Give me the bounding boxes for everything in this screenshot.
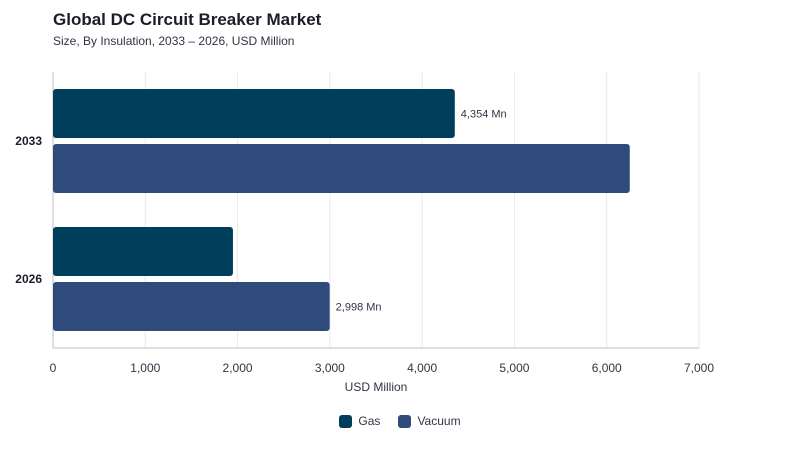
x-tick-label: 3,000 xyxy=(315,361,345,375)
legend-label-vacuum: Vacuum xyxy=(417,414,461,428)
y-tick-label: 2026 xyxy=(15,272,42,286)
bar-vacuum-2026 xyxy=(53,282,330,331)
bar-vacuum-2033 xyxy=(53,144,630,193)
legend-swatch-gas xyxy=(339,414,353,428)
legend-swatch-vacuum xyxy=(398,414,412,428)
chart-title: Global DC Circuit Breaker Market xyxy=(53,10,322,29)
legend-label-gas: Gas xyxy=(358,414,381,428)
chart-subtitle: Size, By Insulation, 2033 – 2026, USD Mi… xyxy=(53,34,295,48)
legend-item-gas[interactable]: Gas xyxy=(339,414,380,428)
data-label: 4,354 Mn xyxy=(461,109,507,121)
x-axis-title: USD Million xyxy=(345,380,408,394)
legend: Gas Vacuum xyxy=(0,414,800,428)
x-tick-label: 6,000 xyxy=(592,361,622,375)
x-tick-label: 2,000 xyxy=(223,361,253,375)
x-tick-label: 0 xyxy=(50,361,57,375)
y-tick-label: 2033 xyxy=(15,134,42,148)
data-label: 2,998 Mn xyxy=(336,302,382,314)
x-tick-label: 7,000 xyxy=(684,361,714,375)
x-tick-label: 4,000 xyxy=(407,361,437,375)
bar-gas-2026 xyxy=(53,227,233,276)
x-tick-label: 5,000 xyxy=(499,361,529,375)
x-tick-label: 1,000 xyxy=(130,361,160,375)
legend-item-vacuum[interactable]: Vacuum xyxy=(398,414,461,428)
bar-gas-2033 xyxy=(53,89,455,138)
